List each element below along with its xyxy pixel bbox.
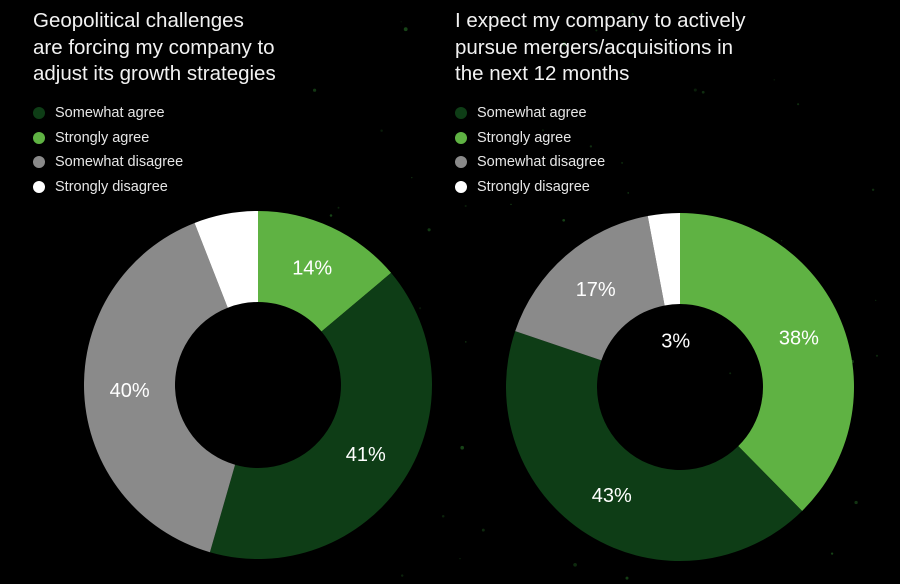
chart-title-line: adjust its growth strategies [33,62,276,85]
background-particle [562,42,567,47]
background-particle [573,562,577,567]
chart-panel-mergers: I expect my company to actively pursue m… [450,0,890,584]
chart-title: I expect my company to actively pursue m… [455,8,855,88]
legend-swatch [455,131,467,144]
data-label-somewhat-disagree: 17% [576,279,616,301]
legend-label: Strongly disagree [477,178,590,195]
background-particle [875,299,877,302]
legend-swatch [33,131,45,144]
legend-swatch [33,156,45,169]
legend-item-somewhat-agree: Somewhat agree [455,101,605,126]
background-particle [830,552,834,555]
legend-item-strongly-agree: Strongly agree [455,126,605,151]
background-particle [459,557,461,560]
background-particle [780,239,783,242]
legend-label: Somewhat agree [55,105,165,122]
legend-label: Strongly agree [55,129,150,146]
donut-slice-strongly-disagree [194,211,258,308]
background-particle [589,145,593,148]
background-particle [627,192,630,194]
background-particle [625,576,629,580]
background-particle [427,228,431,232]
background-particle [541,129,545,132]
background-particle [595,29,598,32]
chart-title-line: I expect my company to actively [455,9,746,32]
legend-item-strongly-agree: Strongly agree [33,126,183,151]
legend-label: Strongly disagree [55,178,168,195]
legend-item-strongly-disagree: Strongly disagree [455,175,605,200]
background-particle [464,204,467,208]
data-label-strongly-disagree: 6% [216,230,245,252]
legend-label: Somewhat disagree [55,154,184,171]
background-particle [337,206,340,209]
background-particle [481,528,485,532]
donut-slice-somewhat-disagree [84,222,236,553]
legend-label: Somewhat agree [477,105,587,122]
background-particle [729,372,732,375]
donut-slice-somewhat-agree [505,331,803,562]
donut-slice-somewhat-agree [209,272,432,559]
background-particle [773,78,776,81]
legend-swatch [455,107,467,120]
data-label-somewhat-agree: 41% [346,444,386,466]
chart-legend: Somewhat agree Strongly agree Somewhat d… [33,101,183,199]
background-particle [693,43,696,46]
chart-title-line: the next 12 months [455,62,630,85]
background-particle [465,341,467,343]
background-particle [797,103,800,106]
legend-item-strongly-disagree: Strongly disagree [33,175,183,200]
legend-label: Strongly agree [477,129,572,146]
background-particle [380,129,383,132]
chart-title-line: Geopolitical challenges [33,9,244,32]
donut-slice-strongly-agree [680,213,855,511]
background-particle [621,161,624,164]
background-particle [631,13,634,16]
donut-slice-strongly-agree [258,211,392,332]
chart-panel-geopolitical: Geopolitical challenges are forcing my c… [0,0,440,584]
legend-item-somewhat-disagree: Somewhat disagree [455,150,605,175]
chart-legend: Somewhat agree Strongly agree Somewhat d… [455,101,605,199]
data-label-somewhat-agree: 43% [592,485,632,507]
background-particle [875,354,879,357]
legend-swatch [455,156,467,169]
legend-item-somewhat-agree: Somewhat agree [33,101,183,126]
background-particle [329,214,333,217]
data-label-strongly-agree: 14% [292,257,332,279]
background-particle [673,49,676,52]
background-particle [854,500,858,505]
background-particle [497,15,500,17]
background-particle [400,574,404,577]
background-particle [460,445,465,450]
legend-item-somewhat-disagree: Somewhat disagree [33,150,183,175]
legend-swatch [33,107,45,120]
chart-title-line: are forcing my company to [33,35,275,59]
legend-label: Somewhat disagree [477,154,606,171]
background-particle [441,515,445,518]
data-label-strongly-agree: 38% [779,327,819,349]
background-particle [313,88,317,92]
background-particle [400,21,402,23]
background-particle [693,88,697,92]
background-particle [701,90,705,94]
background-particle [562,218,566,222]
donut-chart: 38% 43% 17% 3% [505,213,855,562]
data-label-strongly-disagree: 3% [661,331,690,353]
legend-swatch [33,180,45,193]
background-particle [871,188,875,192]
background-particle [411,176,413,179]
background-particle [403,27,408,32]
background-particle [419,307,422,310]
legend-swatch [455,180,467,193]
donut-chart: 14% 41% 40% 6% [84,211,432,559]
chart-title-line: pursue mergers/acquisitions in [455,35,734,59]
data-label-somewhat-disagree: 40% [110,380,150,402]
background-particle [510,203,512,206]
donut-slice-strongly-disagree [647,213,680,306]
donut-slice-somewhat-disagree [515,216,665,361]
chart-title: Geopolitical challenges are forcing my c… [33,8,433,88]
